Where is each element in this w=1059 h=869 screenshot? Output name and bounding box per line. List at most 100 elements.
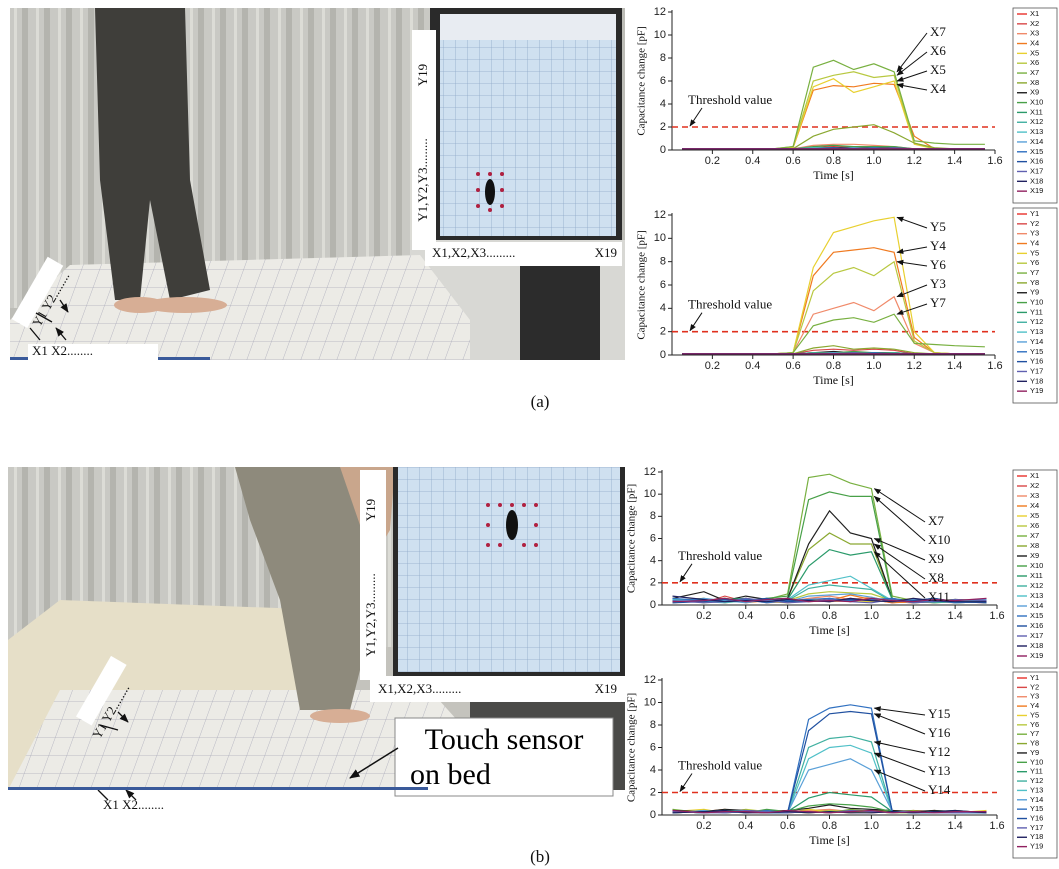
annotation: Y4 [930,238,946,253]
legend-label: X11 [1030,107,1043,116]
legend-label: X4 [1030,39,1039,48]
x-tick-label: 1.4 [947,820,962,832]
threshold-label: Threshold value [688,92,772,107]
annotation-arrow [874,496,925,541]
y-tick-label: 2 [650,577,656,589]
legend-label: X6 [1030,58,1039,67]
annotation: Y16 [928,725,951,740]
legend-label: Y12 [1030,776,1043,785]
photo-label: Y19 [363,499,378,521]
x-tick-label: 1.6 [989,820,1004,832]
legend-label: X12 [1030,117,1043,126]
x-tick-label: 1.4 [947,360,962,372]
y-tick-label: 8 [660,256,666,268]
x-axis-label: Time [s] [809,833,850,847]
y-tick-label: 6 [660,75,666,87]
legend-label: Y4 [1030,701,1039,710]
legend-label: Y19 [1030,386,1043,395]
x-axis-label: Time [s] [813,373,854,387]
legend-label: X8 [1030,541,1039,550]
callout-text: Touch sensor [425,723,584,756]
legend-label: X5 [1030,511,1039,520]
photo-label: Y19 [415,64,430,86]
y-tick-label: 10 [644,696,656,708]
annotation-arrow [897,247,927,252]
legend-label: X7 [1030,68,1039,77]
y-tick-label: 10 [644,488,656,500]
x-tick-label: 1.6 [987,360,1002,372]
legend-label: X14 [1030,137,1043,146]
y-axis-label: Capacitance change [pF] [626,484,638,593]
x-tick-label: 0.6 [780,610,795,622]
x-tick-label: 1.4 [947,610,962,622]
legend-label: X7 [1030,531,1039,540]
legend-label: Y13 [1030,785,1043,794]
x-tick-label: 1.4 [947,155,962,167]
x-tick-label: 0.4 [745,360,760,372]
x-tick-label: 0.2 [696,610,711,622]
legend-label: Y3 [1030,692,1039,701]
annotation: X11 [928,589,950,604]
x-tick-label: 0.8 [822,820,837,832]
legend-label: Y13 [1030,327,1043,336]
annotation: Y14 [928,782,951,797]
annotation: Y7 [930,295,946,310]
legend-label: X9 [1030,551,1039,560]
threshold-label: Threshold value [678,548,762,563]
y-tick-label: 12 [654,6,666,18]
photo-label: Y1,Y2,Y3......... [415,138,430,221]
annotation-arrow [897,84,927,90]
legend-label: Y9 [1030,748,1039,757]
legend-label: X6 [1030,521,1039,530]
legend-label: Y5 [1030,710,1039,719]
legend-label: Y19 [1030,842,1043,851]
legend-label: Y3 [1030,229,1039,238]
legend-label: Y5 [1030,248,1039,257]
legend-label: Y1 [1030,209,1039,218]
y-tick-label: 4 [650,764,656,776]
annotation: X7 [930,24,946,39]
annotation-arrow [897,304,927,314]
y-tick-label: 4 [660,98,666,110]
legend-label: Y14 [1030,337,1043,346]
threshold-label: Threshold value [678,757,762,772]
annotation-arrow [897,52,927,75]
legend-label: Y11 [1030,767,1043,776]
x-tick-label: 0.4 [745,155,760,167]
legend-label: X10 [1030,561,1043,570]
legend-label: X16 [1030,621,1043,630]
y-tick-label: 12 [644,466,656,478]
y-tick-label: 8 [660,52,666,64]
annotation-arrow [874,489,925,522]
y-tick-label: 10 [654,29,666,41]
annotation-arrow [690,108,702,126]
x-tick-label: 0.2 [705,155,720,167]
legend-label: X13 [1030,591,1043,600]
legend-label: Y10 [1030,298,1043,307]
annotation: Y5 [930,219,946,234]
annotation-arrow [874,708,925,715]
x-axis-label: Time [s] [813,168,854,182]
annotation: Y3 [930,276,946,291]
x-tick-label: 0.8 [822,610,837,622]
x-tick-label: 0.2 [696,820,711,832]
legend-label: X5 [1030,48,1039,57]
legend-label: Y9 [1030,288,1039,297]
legend-label: X3 [1030,491,1039,500]
annotation: X5 [930,62,946,77]
caption: (a) [531,392,550,411]
callout-text: on bed [410,758,491,791]
legend-label: Y17 [1030,823,1043,832]
x-tick-label: 1.2 [907,155,922,167]
legend-label: Y6 [1030,258,1039,267]
series-line [682,314,985,354]
x-tick-label: 0.6 [785,155,800,167]
legend-label: X15 [1030,611,1043,620]
y-axis-label: Capacitance change [pF] [636,26,648,135]
y-tick-label: 12 [644,674,656,686]
legend-label: X13 [1030,127,1043,136]
legend-label: X12 [1030,581,1043,590]
photo-label: Y1,Y2,Y3......... [363,573,378,656]
legend-label: Y7 [1030,729,1039,738]
